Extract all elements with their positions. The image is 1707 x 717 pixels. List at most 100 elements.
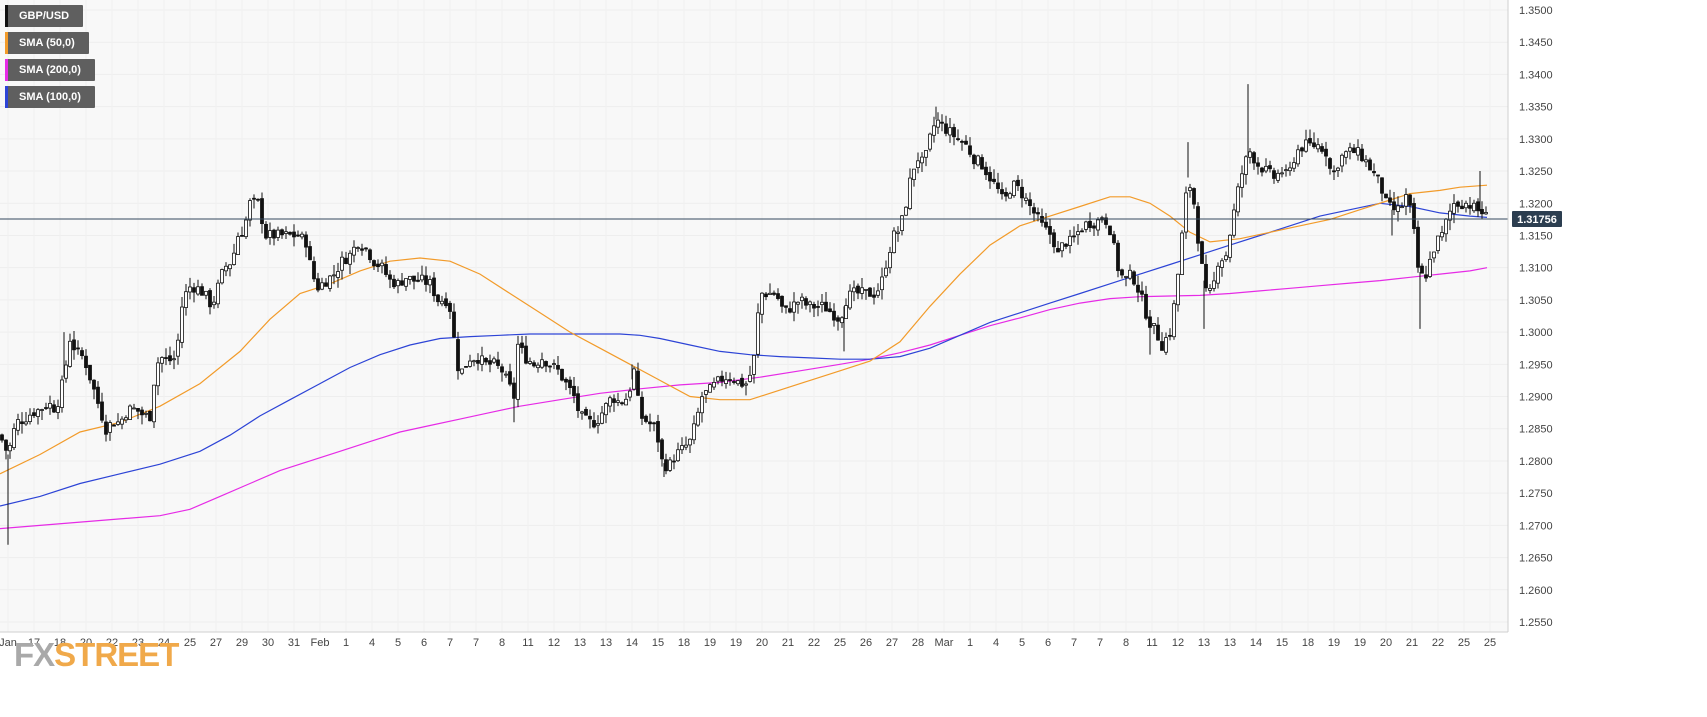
- legend-item-sma50[interactable]: SMA (50,0): [5, 32, 89, 54]
- candle-bear: [560, 368, 564, 381]
- candle-bear: [1116, 242, 1120, 272]
- candle-bull: [864, 288, 868, 291]
- candle-bull: [420, 274, 424, 281]
- candle-bull: [180, 306, 184, 343]
- candle-bear: [1268, 165, 1272, 170]
- x-tick-label: 23: [132, 637, 144, 649]
- candle-bear: [280, 229, 284, 236]
- candle-bear: [1388, 197, 1392, 203]
- x-tick-label: 14: [1250, 637, 1262, 649]
- candle-bear: [32, 412, 36, 417]
- candle-bull: [116, 421, 120, 425]
- candle-bull: [700, 396, 704, 414]
- candle-bear: [452, 311, 456, 338]
- candle-bear: [1048, 226, 1052, 235]
- candle-bear: [788, 308, 792, 313]
- candle-bull: [680, 445, 684, 451]
- candle-bear: [208, 290, 212, 308]
- legend: GBP/USD SMA (50,0) SMA (200,0) SMA (100,…: [5, 5, 95, 113]
- y-tick-label: 1.2750: [1519, 488, 1553, 500]
- candle-bear: [1140, 290, 1144, 295]
- candle-bull: [468, 360, 472, 367]
- x-tick-label: 21: [782, 637, 794, 649]
- candle-bull: [724, 379, 728, 384]
- candle-bear: [1368, 159, 1372, 171]
- candle-bull: [892, 230, 896, 254]
- candle-bear: [96, 386, 100, 404]
- legend-item-sma200[interactable]: SMA (200,0): [5, 59, 95, 81]
- candle-bear: [500, 366, 504, 373]
- candle-bull: [904, 206, 908, 216]
- candle-bull: [712, 382, 716, 388]
- candle-bear: [424, 275, 428, 285]
- grid-layer: [0, 0, 1508, 632]
- sma50-line: [0, 184, 1488, 475]
- x-tick-label: 26: [860, 637, 872, 649]
- y-tick-label: 1.2950: [1519, 359, 1553, 371]
- x-tick-label: 19: [704, 637, 716, 649]
- x-tick-label: 18: [678, 637, 690, 649]
- candle-bull: [580, 411, 584, 414]
- x-tick-label: 11: [1146, 637, 1157, 649]
- candle-bear: [1392, 201, 1396, 211]
- y-tick-label: 1.2700: [1519, 520, 1553, 532]
- candle-bear: [436, 294, 440, 303]
- candle-bull: [1280, 172, 1284, 175]
- y-tick-label: 1.3100: [1519, 263, 1553, 275]
- x-tick-label: 7: [1097, 637, 1103, 649]
- legend-item-gbpusd[interactable]: GBP/USD: [5, 5, 84, 27]
- candle-bear: [488, 360, 492, 365]
- candle-bear: [564, 378, 568, 383]
- candle-bear: [264, 223, 268, 239]
- candle-bear: [1360, 148, 1364, 162]
- candle-bull: [1236, 186, 1240, 213]
- candle-bear: [1300, 147, 1304, 152]
- x-tick-label: 5: [395, 637, 401, 649]
- candle-bear: [344, 257, 348, 264]
- candle-bull: [1336, 167, 1340, 171]
- legend-label-sma200: SMA (200,0): [19, 64, 81, 76]
- candle-bull: [172, 358, 176, 361]
- candle-bull: [356, 247, 360, 249]
- candle-bear: [816, 306, 820, 308]
- candle-bull: [928, 133, 932, 150]
- candle-bear: [76, 347, 80, 350]
- candle-bull: [744, 383, 748, 386]
- candle-bear: [1372, 171, 1376, 174]
- candle-bull: [1292, 162, 1296, 169]
- candle-bear: [312, 261, 316, 280]
- x-tick-label: 19: [1354, 637, 1366, 649]
- candle-bear: [824, 301, 828, 312]
- candle-bull: [1008, 193, 1012, 199]
- candle-bull: [796, 301, 800, 305]
- x-tick-label: 29: [236, 637, 248, 649]
- candle-bull: [880, 276, 884, 291]
- candle-bear: [1064, 243, 1068, 247]
- candle-bull: [908, 177, 912, 209]
- candle-bear: [1088, 220, 1092, 229]
- x-tick-label: 7: [1071, 637, 1077, 649]
- candle-bull: [328, 275, 332, 289]
- y-tick-label: 1.3350: [1519, 102, 1553, 114]
- candle-bull: [1208, 288, 1212, 291]
- y-tick-label: 1.3250: [1519, 166, 1553, 178]
- candle-bear: [644, 415, 648, 422]
- candle-bear: [592, 420, 596, 428]
- legend-item-sma100[interactable]: SMA (100,0): [5, 86, 95, 108]
- candle-bull: [920, 156, 924, 164]
- candle-bear: [1320, 146, 1324, 152]
- candle-bull: [276, 229, 280, 238]
- y-tick-label: 1.3300: [1519, 134, 1553, 146]
- x-tick-label: 1: [967, 637, 973, 649]
- candle-bull: [888, 252, 892, 269]
- candle-bull: [1304, 139, 1308, 152]
- candle-bull: [1244, 156, 1248, 175]
- candle-bull: [24, 421, 28, 425]
- candle-bear: [1420, 265, 1424, 274]
- x-tick-label: 21: [1406, 637, 1418, 649]
- candle-bull: [844, 305, 848, 319]
- candle-bear: [400, 280, 404, 286]
- candle-bull: [696, 411, 700, 426]
- candle-bull: [1172, 303, 1176, 338]
